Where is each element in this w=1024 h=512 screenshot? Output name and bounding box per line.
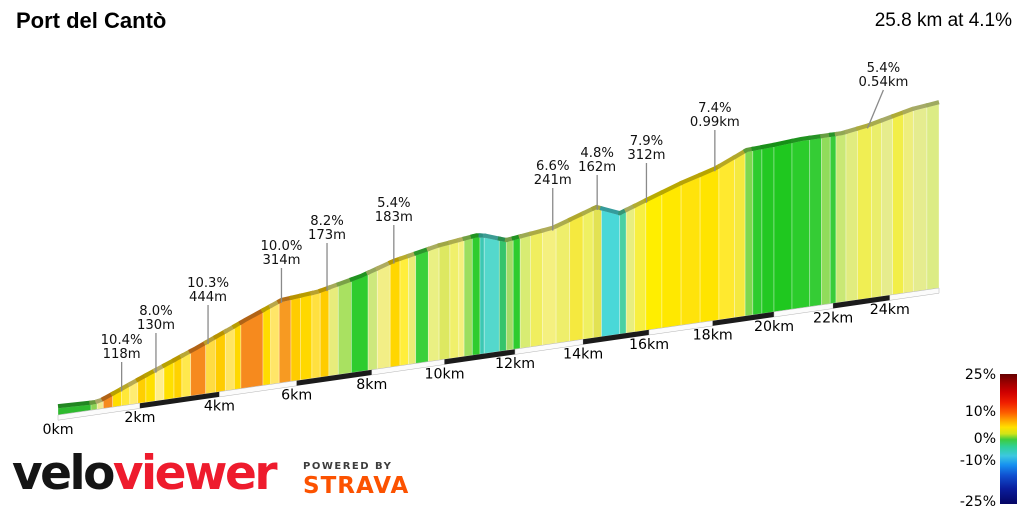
svg-text:118m: 118m (103, 347, 141, 362)
distance-axis (57, 287, 940, 421)
gradient-colorbar (1000, 374, 1017, 504)
legend-tick-0: 0% (973, 431, 996, 447)
powered-by-label: POWERED BY (303, 461, 393, 472)
legend-tick-25: 25% (964, 367, 996, 383)
svg-text:2km: 2km (124, 410, 155, 426)
svg-text:20km: 20km (754, 319, 794, 335)
legend-tick-neg25: -25% (959, 494, 996, 510)
svg-text:4.8%: 4.8% (580, 146, 614, 161)
distance-tick-labels: 0km 2km 4km 6km 8km 10km 12km 14km 16km 18km 20km 2… (42, 302, 909, 438)
legend-tick-neg10: -10% (959, 453, 996, 469)
svg-text:5.4%: 5.4% (377, 196, 411, 211)
veloviewer-logo-viewer: viewer (112, 446, 278, 501)
svg-text:24km: 24km (870, 302, 910, 318)
svg-text:10.4%: 10.4% (101, 333, 143, 348)
veloviewer-logo-velo: velo (12, 446, 115, 501)
svg-text:7.9%: 7.9% (630, 134, 664, 149)
svg-text:312m: 312m (627, 148, 665, 163)
svg-text:10.0%: 10.0% (261, 239, 303, 254)
svg-text:0km: 0km (42, 422, 73, 438)
svg-text:162m: 162m (578, 160, 616, 175)
svg-text:18km: 18km (693, 328, 733, 344)
svg-text:10km: 10km (424, 366, 464, 382)
svg-text:314m: 314m (262, 253, 300, 268)
svg-text:5.4%: 5.4% (867, 61, 901, 76)
svg-text:444m: 444m (189, 290, 227, 305)
svg-text:6km: 6km (281, 388, 312, 404)
svg-text:183m: 183m (375, 210, 413, 225)
climb-summary: 25.8 km at 4.1% (874, 10, 1012, 31)
svg-text:0.99km: 0.99km (690, 115, 740, 130)
svg-text:241m: 241m (534, 173, 572, 188)
strava-logo[interactable]: POWERED BY STRAVA (303, 461, 409, 499)
svg-text:8.0%: 8.0% (139, 304, 173, 319)
svg-text:6.6%: 6.6% (536, 159, 570, 174)
strava-wordmark: STRAVA (303, 473, 410, 499)
svg-text:16km: 16km (629, 337, 669, 353)
profile-top-ribbon (57, 100, 940, 409)
veloviewer-logo[interactable]: veloviewer (12, 446, 278, 501)
gradient-annotations: 10.4%118m8.0%130m10.3%444m10.0%314m8.2%1… (101, 61, 908, 392)
svg-text:7.4%: 7.4% (698, 101, 732, 116)
svg-text:12km: 12km (495, 356, 535, 372)
svg-text:8km: 8km (356, 377, 387, 393)
gradient-bands (57, 103, 940, 416)
svg-text:8.2%: 8.2% (310, 214, 344, 229)
page-title: Port del Cantò (16, 8, 167, 33)
svg-text:4km: 4km (204, 399, 235, 415)
svg-text:22km: 22km (813, 310, 853, 326)
svg-text:10.3%: 10.3% (187, 276, 229, 291)
legend-tick-10: 10% (964, 404, 996, 420)
svg-text:130m: 130m (137, 318, 175, 333)
svg-text:173m: 173m (308, 228, 346, 243)
svg-text:14km: 14km (563, 346, 603, 362)
svg-text:0.54km: 0.54km (858, 75, 908, 90)
